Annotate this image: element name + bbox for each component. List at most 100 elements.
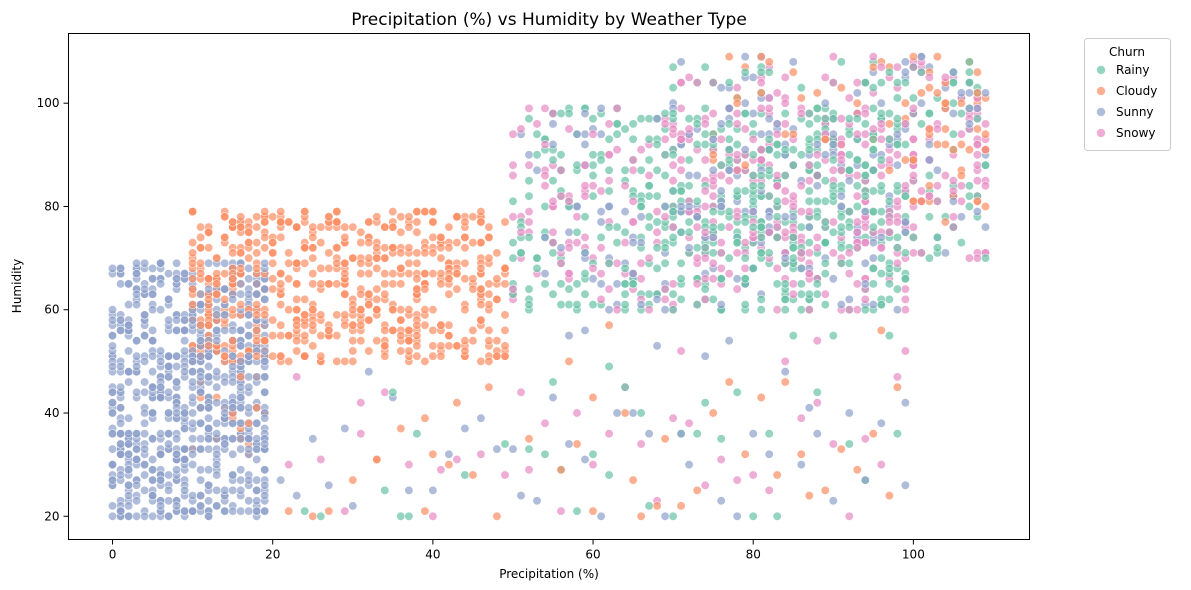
data-point-rainy [868,186,878,196]
data-point-cloudy [316,310,326,320]
data-point-sunny [236,341,246,351]
data-point-snowy [972,140,982,150]
data-point-snowy [700,253,710,263]
data-point-snowy [356,429,366,439]
data-point-sunny [684,460,694,470]
y-tick-label: 20 [44,509,59,523]
data-point-rainy [812,103,822,113]
data-point-cloudy [244,238,254,248]
data-point-cloudy [836,444,846,454]
data-point-snowy [908,171,918,181]
data-point-snowy [948,176,958,186]
data-point-sunny [820,150,830,160]
plot-frame [68,33,1030,540]
data-point-sunny [188,367,198,377]
data-point-rainy [620,227,630,237]
data-point-rainy [700,243,710,253]
data-point-sunny [948,67,958,77]
data-point-cloudy [900,155,910,165]
data-point-sunny [860,207,870,217]
data-point-snowy [852,129,862,139]
data-point-cloudy [796,93,806,103]
data-point-rainy [748,181,758,191]
data-point-cloudy [292,279,302,289]
data-point-rainy [580,212,590,222]
data-point-snowy [660,212,670,222]
legend: Churn Rainy Cloudy Sunny Snowy [1084,38,1171,151]
data-point-snowy [292,372,302,382]
data-point-rainy [812,212,822,222]
data-point-rainy [884,67,894,77]
data-point-sunny [748,109,758,119]
data-point-cloudy [300,331,310,341]
data-point-sunny [204,444,214,454]
data-point-sunny [140,408,150,418]
data-point-sunny [924,140,934,150]
data-point-rainy [564,284,574,294]
data-point-rainy [588,114,598,124]
data-point-snowy [852,243,862,253]
data-point-cloudy [444,460,454,470]
data-point-rainy [772,279,782,289]
data-point-sunny [868,238,878,248]
data-point-sunny [580,248,590,258]
data-point-sunny [964,119,974,129]
data-point-rainy [556,109,566,119]
data-point-rainy [732,186,742,196]
data-point-rainy [676,258,686,268]
data-point-rainy [532,263,542,273]
data-point-snowy [740,124,750,134]
data-point-sunny [740,145,750,155]
data-point-cloudy [388,243,398,253]
data-point-cloudy [868,62,878,72]
data-point-sunny [172,325,182,335]
data-point-sunny [252,444,262,454]
data-point-cloudy [220,212,230,222]
data-point-cloudy [228,305,238,315]
data-point-cloudy [972,196,982,206]
data-point-sunny [172,465,182,475]
data-point-sunny [236,485,246,495]
data-point-sunny [708,165,718,175]
data-point-sunny [172,377,182,387]
data-point-cloudy [948,145,958,155]
data-point-cloudy [284,258,294,268]
data-point-rainy [460,470,470,480]
data-point-sunny [524,150,534,160]
data-point-cloudy [460,336,470,346]
data-point-sunny [564,227,574,237]
data-point-rainy [844,165,854,175]
data-point-snowy [852,305,862,315]
y-tick-label: 80 [44,199,59,213]
data-point-rainy [524,232,534,242]
data-point-sunny [124,429,134,439]
data-point-sunny [228,361,238,371]
data-point-snowy [316,454,326,464]
data-point-sunny [124,491,134,501]
data-point-snowy [900,346,910,356]
data-point-snowy [564,124,574,134]
data-point-rainy [620,263,630,273]
data-point-sunny [164,439,174,449]
data-point-sunny [260,439,270,449]
data-point-snowy [932,181,942,191]
data-point-rainy [748,171,758,181]
data-point-sunny [804,403,814,413]
data-point-cloudy [236,372,246,382]
data-point-cloudy [324,212,334,222]
data-point-cloudy [380,325,390,335]
data-point-rainy [812,114,822,124]
data-point-cloudy [396,331,406,341]
data-point-cloudy [348,222,358,232]
legend-label-cloudy: Cloudy [1116,84,1157,98]
data-point-rainy [820,238,830,248]
data-point-cloudy [388,305,398,315]
data-point-sunny [252,506,262,516]
data-point-sunny [860,279,870,289]
data-point-sunny [700,351,710,361]
data-point-snowy [804,176,814,186]
data-point-snowy [820,72,830,82]
data-point-sunny [724,336,734,346]
data-point-cloudy [292,222,302,232]
data-point-sunny [156,305,166,315]
